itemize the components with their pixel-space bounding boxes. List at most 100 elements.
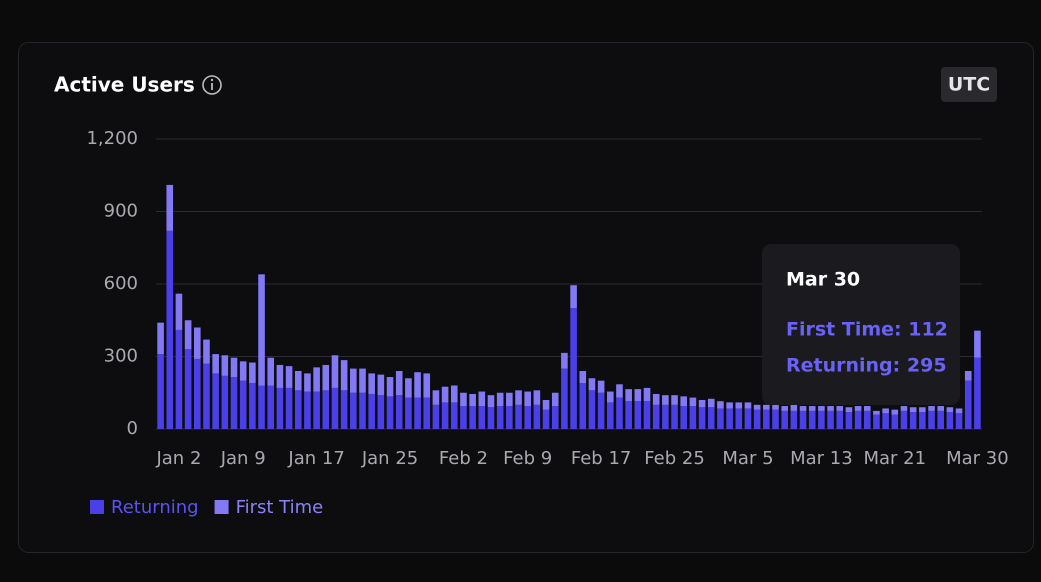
bar-segment (340, 390, 348, 429)
bar-segment (625, 389, 632, 402)
bar-segment (304, 391, 311, 429)
bar-segment (533, 404, 541, 429)
bar-segment (469, 393, 476, 407)
bar-segment (276, 387, 284, 429)
bar-segment (735, 408, 743, 429)
bar-segment (359, 392, 366, 429)
bar-segment (285, 366, 293, 388)
bar-segment (450, 385, 458, 403)
bar-segment (460, 406, 467, 429)
bar-segment (763, 409, 770, 429)
bar-segment (827, 406, 834, 411)
bar-segment (909, 412, 917, 429)
bar-segment (689, 397, 697, 407)
x-tick-label: Mar 30 (946, 448, 1009, 469)
tooltip-title: Mar 30 (786, 269, 860, 291)
bar-segment (175, 329, 183, 429)
bar-segment (808, 406, 816, 411)
bar-segment (616, 384, 623, 398)
legend-label: Returning (111, 497, 199, 518)
bar-segment (506, 406, 513, 429)
bar-segment (900, 406, 908, 411)
bar-segment (157, 354, 164, 429)
bar-segment (919, 412, 926, 429)
bar-segment (616, 397, 623, 429)
bar-segment (506, 392, 513, 407)
bar-segment (937, 406, 944, 411)
bar-segment (588, 378, 596, 391)
bar-segment (157, 322, 164, 355)
bar-segment (496, 392, 504, 407)
bar-segment (955, 408, 963, 414)
bar-segment (258, 385, 265, 429)
bar-segment (680, 396, 688, 407)
bar-segment (212, 354, 219, 374)
bar-segment (707, 398, 715, 408)
bar-segment (928, 406, 935, 411)
bar-segment (671, 395, 678, 405)
bar-segment (460, 392, 467, 407)
bar-segment (515, 404, 522, 429)
bar-segment (350, 368, 357, 393)
bar-segment (441, 386, 449, 403)
bar-segment (964, 380, 972, 429)
x-tick-label: Mar 13 (790, 448, 853, 469)
y-tick-label: 0 (127, 418, 138, 439)
y-tick-label: 300 (104, 346, 138, 367)
x-tick-label: Feb 2 (439, 448, 488, 469)
bar-segment (919, 407, 926, 413)
x-tick-label: Feb 25 (644, 448, 705, 469)
bar-segment (827, 410, 834, 429)
bar-segment (432, 390, 440, 405)
bar-segment (239, 361, 247, 381)
x-tick-label: Jan 2 (155, 448, 201, 469)
bar-segment (203, 363, 210, 429)
bar-segment (423, 373, 431, 398)
bar-segment (588, 390, 596, 429)
bar-segment (643, 387, 651, 402)
legend-swatch (214, 500, 229, 514)
bar-segment (863, 410, 871, 429)
bar-segment (790, 404, 798, 411)
bar-segment (322, 364, 330, 391)
bar-segment (854, 406, 862, 411)
bar-segment (515, 390, 522, 405)
bar-segment (974, 330, 981, 358)
bar-segment (726, 408, 733, 429)
bar-segment (928, 410, 935, 429)
bar-segment (230, 377, 238, 429)
bar-segment (625, 401, 632, 429)
bar-segment (368, 373, 375, 394)
bar-segment (386, 396, 394, 429)
legend-swatch (90, 500, 104, 514)
y-tick-label: 600 (104, 273, 138, 294)
bar-segment (377, 395, 385, 429)
bar-segment (854, 410, 862, 429)
bar-segment (184, 320, 192, 350)
bar-segment (946, 412, 954, 429)
bar-segment (772, 403, 779, 410)
bar-segment (955, 413, 963, 429)
bar-segment (698, 400, 706, 408)
bar-segment (524, 406, 531, 429)
bar-segment (818, 406, 825, 411)
bar-segment (882, 408, 889, 414)
bar-segment (487, 407, 495, 429)
bar-segment (496, 406, 504, 429)
x-tick-label: Mar 5 (722, 448, 773, 469)
tooltip-line: First Time: 112 (786, 319, 948, 341)
bar-segment (294, 371, 302, 391)
bar-segment (845, 407, 853, 413)
info-icon[interactable] (202, 75, 222, 95)
x-tick-label: Jan 25 (361, 448, 418, 469)
bar-segment (166, 230, 174, 429)
bar-segment (276, 364, 284, 388)
bar-segment (359, 368, 366, 393)
timezone-badge[interactable] (941, 67, 997, 102)
bar-segment (533, 390, 541, 405)
bar-segment (570, 308, 577, 429)
bar-segment (781, 410, 788, 429)
y-tick-label: 900 (104, 201, 138, 222)
bar-segment (891, 414, 899, 429)
